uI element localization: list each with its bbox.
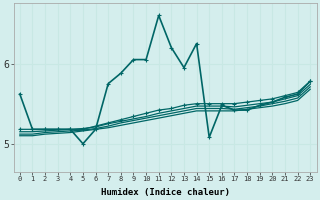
X-axis label: Humidex (Indice chaleur): Humidex (Indice chaleur) [100, 188, 229, 197]
